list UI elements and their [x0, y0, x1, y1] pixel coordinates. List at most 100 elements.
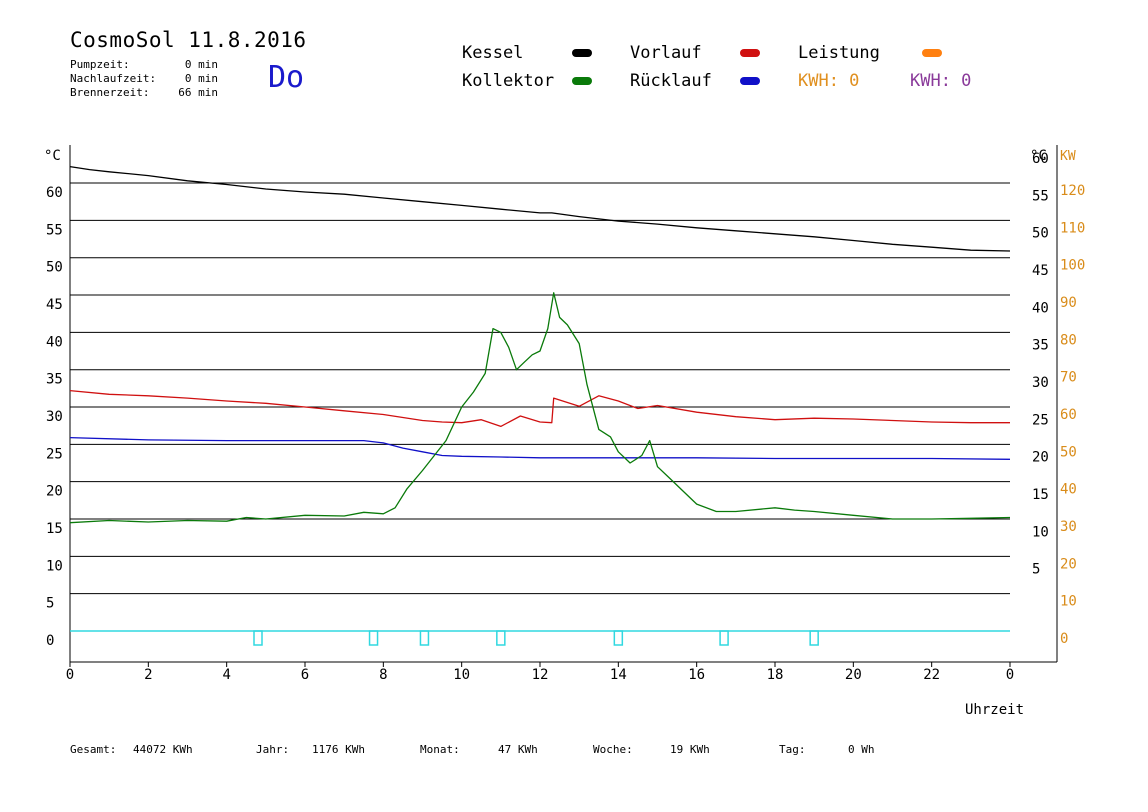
legend-kollektor-swatch [572, 77, 592, 85]
kw-tick-label: 40 [1060, 482, 1077, 498]
y-tick-label-left: 60 [46, 185, 63, 201]
series-line-rcklauf [69, 436, 1011, 460]
x-axis-label: Uhrzeit [965, 702, 1024, 718]
pump-marker [613, 630, 624, 646]
series-line-vorlauf [69, 389, 1010, 428]
legend-kessel-label: Kessel [462, 43, 524, 63]
y-tick-label-right: 30 [1032, 375, 1049, 391]
y-tick-label-left: 25 [46, 446, 63, 462]
footer-gesamt-label: Gesamt: [70, 743, 117, 756]
y-tick-label-right: 15 [1032, 487, 1049, 503]
y-tick-label-left: 15 [46, 521, 63, 537]
kw-tick-label: 10 [1060, 594, 1077, 610]
pumpzeit-label: Pumpzeit: [70, 58, 130, 71]
pump-marker [496, 630, 506, 646]
chart-series [69, 165, 1011, 524]
y-tick-label-left: 10 [46, 558, 63, 574]
footer-woche-value: 19 KWh [670, 743, 710, 756]
kw-tick-label: 50 [1060, 444, 1077, 460]
x-tick-label: 22 [923, 667, 940, 683]
series-line-kessel [69, 165, 1011, 252]
pump-markers [70, 630, 1010, 646]
pump-marker [253, 630, 263, 646]
x-tick-label: 0 [1006, 667, 1014, 683]
y-tick-label-left: 30 [46, 409, 63, 425]
y-tick-label-left: 40 [46, 334, 63, 350]
kw-unit-label: KW [1060, 149, 1076, 164]
pump-marker [419, 630, 430, 646]
x-tick-label: 8 [379, 667, 387, 683]
legend-vorlauf-label: Vorlauf [630, 43, 702, 63]
y-tick-label-left: 20 [46, 484, 63, 500]
legend-vorlauf-swatch [740, 49, 760, 57]
chart-grid [70, 182, 1010, 595]
chart-ticks: 0510152025303540455055605101520253035404… [46, 151, 1085, 683]
nachlaufzeit-value: 0 min [184, 72, 218, 85]
chart-axes [69, 145, 1058, 663]
x-tick-label: 0 [66, 667, 74, 683]
legend-leistung-swatch [922, 49, 942, 57]
kw-tick-label: 90 [1060, 295, 1077, 311]
footer-woche-label: Woche: [593, 743, 633, 756]
y-tick-label-left: 35 [46, 372, 63, 388]
x-tick-label: 4 [222, 667, 230, 683]
brennerzeit-value: 66 min [178, 86, 218, 99]
kw-tick-label: 110 [1060, 220, 1085, 236]
y-tick-label-right: 10 [1032, 524, 1049, 540]
footer-tag-value: 0 Wh [848, 743, 875, 756]
y-tick-label-right: 55 [1032, 188, 1049, 204]
kw-tick-label: 60 [1060, 407, 1077, 423]
weekday-label: Do [268, 60, 305, 95]
y-tick-label-left: 55 [46, 222, 63, 238]
footer-monat-value: 47 KWh [498, 743, 538, 756]
legend-kwh-orange: KWH: 0 [798, 71, 860, 91]
x-tick-label: 6 [301, 667, 309, 683]
y-tick-label-right: 40 [1032, 300, 1049, 316]
y-tick-label-right: 20 [1032, 450, 1049, 466]
footer-jahr-value: 1176 KWh [312, 743, 365, 756]
legend-ruecklauf-label: Rücklauf [630, 71, 712, 91]
kw-tick-label: 100 [1060, 258, 1085, 274]
pump-marker [719, 630, 729, 646]
y-tick-label-right: 50 [1032, 226, 1049, 242]
chart-title: CosmoSol 11.8.2016 [70, 28, 307, 52]
nachlaufzeit-label: Nachlaufzeit: [70, 72, 157, 85]
footer-tag-label: Tag: [779, 743, 806, 756]
y-tick-label-left: 45 [46, 297, 63, 313]
left-unit-label: °C [44, 148, 61, 164]
y-tick-label-right: 45 [1032, 263, 1049, 279]
kw-tick-label: 20 [1060, 556, 1077, 572]
y-tick-label-left: 5 [46, 596, 54, 612]
x-tick-label: 18 [767, 667, 784, 683]
y-tick-label-right: 35 [1032, 338, 1049, 354]
kw-tick-label: 30 [1060, 519, 1077, 535]
y-tick-label-right: 5 [1032, 562, 1040, 578]
x-tick-label: 14 [610, 667, 627, 683]
legend-ruecklauf-swatch [740, 77, 760, 85]
x-tick-label: 12 [532, 667, 549, 683]
y-tick-label-left: 0 [46, 633, 54, 649]
footer-gesamt-value: 44072 KWh [133, 743, 193, 756]
x-tick-label: 10 [453, 667, 470, 683]
y-tick-label-right: 25 [1032, 412, 1049, 428]
legend-kessel-swatch [572, 49, 592, 57]
pump-marker [368, 630, 379, 646]
legend-kollektor-label: Kollektor [462, 71, 555, 91]
kw-tick-label: 120 [1060, 183, 1085, 199]
brennerzeit-label: Brennerzeit: [70, 86, 150, 99]
right-unit-label: °C [1030, 148, 1047, 164]
legend-leistung-label: Leistung [798, 43, 880, 63]
footer-monat-label: Monat: [420, 743, 460, 756]
x-tick-label: 16 [688, 667, 705, 683]
kw-tick-label: 70 [1060, 370, 1077, 386]
pumpzeit-value: 0 min [184, 58, 218, 71]
legend-kwh-purple: KWH: 0 [910, 71, 972, 91]
x-tick-label: 2 [144, 667, 152, 683]
x-tick-label: 20 [845, 667, 862, 683]
kw-tick-label: 80 [1060, 332, 1077, 348]
pump-marker [809, 630, 819, 646]
y-tick-label-right: 60 [1032, 151, 1049, 167]
kw-tick-label: 0 [1060, 631, 1068, 647]
y-tick-label-left: 50 [46, 260, 63, 276]
